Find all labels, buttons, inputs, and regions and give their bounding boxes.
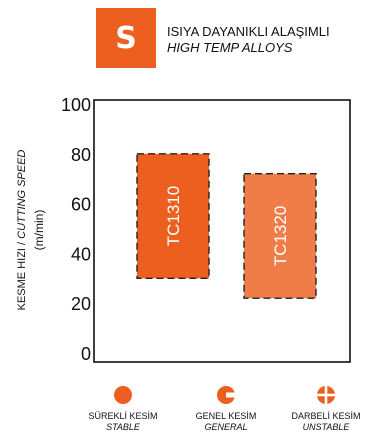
notched-circle-icon bbox=[217, 386, 236, 404]
bar-tc1320 bbox=[243, 173, 317, 299]
full-circle-icon bbox=[114, 386, 132, 404]
y-tick-label: 80 bbox=[71, 145, 91, 165]
y-tick-label: 60 bbox=[71, 195, 91, 215]
bar-label: TC1310 bbox=[164, 186, 183, 246]
y-axis-label-en: CUTTING SPEED bbox=[16, 150, 28, 239]
y-tick-label: 40 bbox=[71, 244, 91, 264]
quartered-circle-icon bbox=[316, 385, 336, 405]
bars: TC1310 TC1320 bbox=[136, 153, 317, 299]
legend-item-unstable: DARBELİ KESİM UNSTABLE bbox=[276, 385, 376, 433]
y-tick-label: 0 bbox=[81, 344, 91, 364]
badge-letter: S bbox=[115, 20, 137, 56]
y-ticks: 0 20 40 60 80 100 bbox=[61, 95, 91, 364]
material-badge: S bbox=[96, 8, 156, 68]
plot-frame bbox=[93, 99, 351, 363]
y-axis-label: KESME HIZI / CUTTING SPEED bbox=[16, 150, 28, 311]
legend-item-stable: SÜREKLİ KESİM STABLE bbox=[73, 385, 173, 433]
legend-label-tr: GENEL KESİM bbox=[195, 411, 257, 421]
bar-tc1310 bbox=[136, 153, 210, 280]
material-title-en: HIGH TEMP ALLOYS bbox=[167, 40, 293, 55]
legend-label-tr: DARBELİ KESİM bbox=[291, 411, 361, 421]
bar-label: TC1320 bbox=[271, 206, 290, 266]
y-axis-label-tr: KESME HIZI bbox=[16, 248, 28, 310]
y-tick-label: 100 bbox=[61, 95, 91, 115]
legend-label-tr: SÜREKLİ KESİM bbox=[88, 411, 158, 421]
y-axis-label-sep: / bbox=[16, 239, 28, 248]
legend-label-en: UNSTABLE bbox=[302, 422, 350, 432]
y-axis-unit: (m/min) bbox=[32, 210, 46, 251]
header: S ISIYA DAYANIKLI ALAŞIMLI HIGH TEMP ALL… bbox=[96, 8, 385, 68]
legend-label-en: STABLE bbox=[106, 422, 140, 432]
material-title-tr: ISIYA DAYANIKLI ALAŞIMLI bbox=[167, 24, 330, 39]
legend-label-en: GENERAL bbox=[204, 422, 248, 432]
legend-item-general: GENEL KESİM GENERAL bbox=[176, 385, 276, 433]
y-tick-label: 20 bbox=[71, 294, 91, 314]
